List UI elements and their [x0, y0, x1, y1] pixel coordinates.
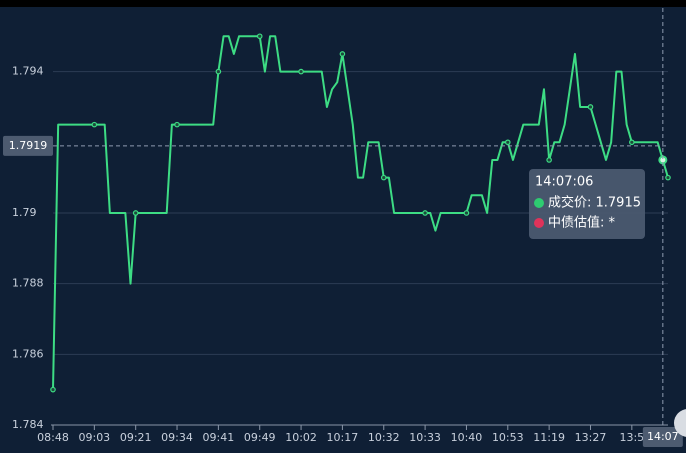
x-tick-label: 10:02 — [285, 431, 317, 444]
y-tick-label: 1.786 — [12, 347, 44, 360]
x-tick-label: 09:41 — [203, 431, 235, 444]
data-point — [132, 210, 139, 216]
data-point — [463, 210, 470, 216]
x-tick-label: 09:49 — [244, 431, 276, 444]
data-point — [629, 139, 635, 146]
tooltip: 14:07:06 成交价: 1.7915 中债估值: * — [529, 169, 645, 239]
x-tick-label: 10:32 — [368, 431, 400, 444]
x-tick-label: 13:27 — [575, 431, 607, 444]
data-point — [422, 210, 428, 216]
data-point — [380, 174, 387, 181]
edge-button — [674, 409, 686, 437]
x-tick-label: 10:17 — [327, 431, 359, 444]
y-tick-label: 1.794 — [12, 65, 44, 78]
y-tick-label: 1.79 — [12, 206, 37, 219]
x-tick-label: 10:33 — [409, 431, 441, 444]
pointer-y-label: 1.7919 — [9, 139, 48, 152]
tooltip-item: 中债估值: * — [548, 215, 616, 231]
top-bar — [0, 0, 686, 7]
x-tick-label: 09:21 — [120, 431, 152, 444]
x-tick-label: 10:40 — [451, 431, 483, 444]
pointer-y-box — [3, 135, 53, 156]
data-point — [50, 386, 56, 393]
y-tick-label: 1.788 — [12, 277, 44, 290]
tooltip-time: 14:07:06 — [535, 175, 593, 190]
x-tick-label: 09:03 — [78, 431, 110, 444]
data-point — [91, 121, 98, 128]
pointer-x-box — [642, 427, 683, 447]
tooltip-dot — [534, 218, 544, 228]
data-point — [339, 51, 346, 57]
y-tick-label: 1.784 — [12, 418, 44, 431]
data-point — [174, 121, 180, 128]
data-point — [587, 104, 594, 110]
x-tick-label: 10:53 — [492, 431, 524, 444]
data-point — [298, 68, 304, 75]
tooltip-dot — [534, 198, 544, 208]
tooltip-box — [529, 169, 645, 239]
data-point — [546, 157, 552, 163]
x-tick-label: 09:34 — [161, 431, 193, 444]
data-point — [215, 68, 222, 75]
data-point — [504, 139, 511, 146]
tooltip-item: 成交价: 1.7915 — [548, 195, 641, 211]
x-tick-label: 13:5 — [619, 431, 644, 444]
price-line — [52, 35, 669, 390]
x-tick-label: 11:19 — [533, 431, 565, 444]
data-point — [256, 33, 263, 40]
pointer-x-label: 14:07 — [647, 430, 679, 443]
data-point — [665, 174, 671, 181]
x-tick-label: 08:48 — [37, 431, 69, 444]
